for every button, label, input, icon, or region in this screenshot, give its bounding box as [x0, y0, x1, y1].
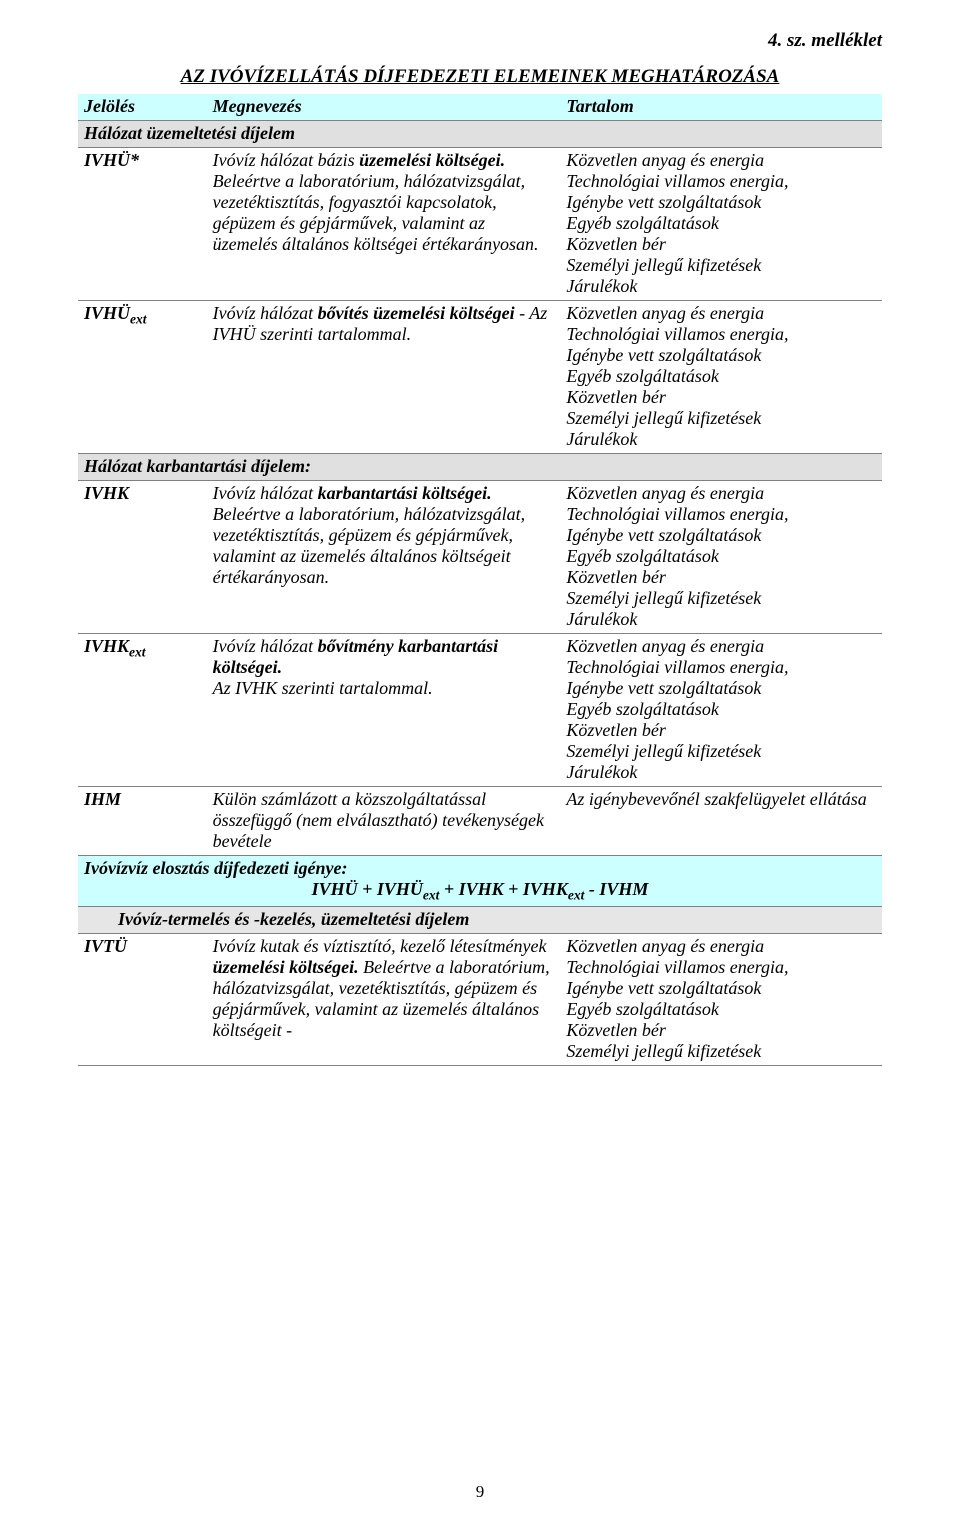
cell-content: Közvetlen anyag és energia Technológiai … [560, 933, 882, 1065]
subheading-row: Ivóvíz-termelés és -kezelés, üzemeltetés… [78, 906, 882, 933]
cell-content: Közvetlen anyag és energia Technológiai … [560, 148, 882, 301]
table-header-row: Jelölés Megnevezés Tartalom [78, 94, 882, 121]
attachment-label: 4. sz. melléklet [78, 30, 882, 52]
table-row: IHM Külön számlázott a közszolgáltatássa… [78, 787, 882, 856]
cell-desc: Ivóvíz hálózat bővítés üzemelési költség… [207, 301, 561, 454]
header-cell-megnevezes: Megnevezés [207, 94, 561, 121]
formula-cell: Ivóvízvíz elosztás díjfedezeti igénye: I… [78, 856, 882, 907]
formula-caption: Ivóvízvíz elosztás díjfedezeti igénye: [84, 858, 876, 879]
cell-code: IVHKext [78, 634, 207, 787]
cell-desc: Ivóvíz kutak és víztisztító, kezelő léte… [207, 933, 561, 1065]
cell-content: Közvetlen anyag és energia Technológiai … [560, 301, 882, 454]
cell-code: IVHÜext [78, 301, 207, 454]
section-label: Hálózat üzemeltetési díjelem [78, 121, 882, 148]
section-row-uzemeltetesi: Hálózat üzemeltetési díjelem [78, 121, 882, 148]
cell-content: Közvetlen anyag és energia Technológiai … [560, 481, 882, 634]
document-page: 4. sz. melléklet AZ IVÓVÍZELLÁTÁS DÍJFED… [0, 0, 960, 1524]
page-number: 9 [0, 1482, 960, 1502]
cell-code: IVHÜ* [78, 148, 207, 301]
table-row: IVTÜ Ivóvíz kutak és víztisztító, kezelő… [78, 933, 882, 1065]
cell-content: Az igénybevevőnél szakfelügyelet ellátás… [560, 787, 882, 856]
cell-desc: Ivóvíz hálózat karbantartási költségei. … [207, 481, 561, 634]
table-row: IVHKext Ivóvíz hálózat bővítmény karbant… [78, 634, 882, 787]
formula-expression: IVHÜ + IVHÜext + IVHK + IVHKext - IVHM [84, 879, 876, 904]
cell-desc: Ivóvíz hálózat bővítmény karbantartási k… [207, 634, 561, 787]
header-cell-tartalom: Tartalom [560, 94, 882, 121]
subheading-label: Ivóvíz-termelés és -kezelés, üzemeltetés… [78, 906, 882, 933]
table-row: IVHK Ivóvíz hálózat karbantartási költsé… [78, 481, 882, 634]
table-row: IVHÜ* Ivóvíz hálózat bázis üzemelési köl… [78, 148, 882, 301]
cell-code: IVHK [78, 481, 207, 634]
page-title: AZ IVÓVÍZELLÁTÁS DÍJFEDEZETI ELEMEINEK M… [78, 66, 882, 88]
header-cell-jeloles: Jelölés [78, 94, 207, 121]
fee-table: Jelölés Megnevezés Tartalom Hálózat üzem… [78, 94, 882, 1066]
cell-code: IVTÜ [78, 933, 207, 1065]
section-label: Hálózat karbantartási díjelem: [78, 454, 882, 481]
cell-code: IHM [78, 787, 207, 856]
table-row: IVHÜext Ivóvíz hálózat bővítés üzemelési… [78, 301, 882, 454]
formula-row: Ivóvízvíz elosztás díjfedezeti igénye: I… [78, 856, 882, 907]
cell-desc: Ivóvíz hálózat bázis üzemelési költségei… [207, 148, 561, 301]
cell-content: Közvetlen anyag és energia Technológiai … [560, 634, 882, 787]
section-row-karbantartasi: Hálózat karbantartási díjelem: [78, 454, 882, 481]
cell-desc: Külön számlázott a közszolgáltatással ös… [207, 787, 561, 856]
